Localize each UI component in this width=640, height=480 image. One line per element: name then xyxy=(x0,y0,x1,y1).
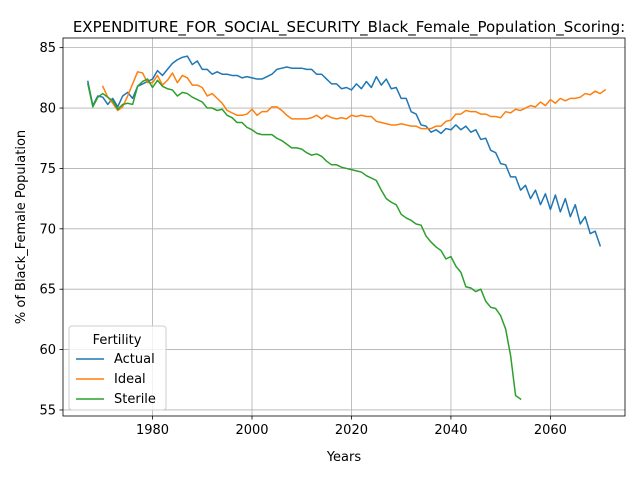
plot-frame xyxy=(62,37,626,417)
y-tick-label: 80 xyxy=(39,102,56,117)
legend-label-ideal: Ideal xyxy=(114,372,146,387)
axis-ticks: 1980 2000 2020 2040 2060 55 60 65 70 75 80 85 xyxy=(39,41,566,438)
series-line-ideal xyxy=(101,71,607,130)
legend-label-actual: Actual xyxy=(114,352,155,367)
y-tick-label: 60 xyxy=(39,343,56,358)
x-tick-label: 2000 xyxy=(235,423,268,438)
series-line-actual xyxy=(86,55,602,247)
legend: Fertility Actual Ideal Sterile xyxy=(68,325,167,411)
x-tick-label: 2060 xyxy=(534,423,567,438)
legend-title: Fertility xyxy=(93,333,142,348)
y-tick-label: 55 xyxy=(39,403,56,418)
y-axis-label: % of Black_Female Population xyxy=(14,130,29,324)
x-tick-label: 2040 xyxy=(434,423,467,438)
x-axis-label: Years xyxy=(326,450,362,465)
series-lines xyxy=(86,55,607,401)
legend-label-sterile: Sterile xyxy=(114,392,156,407)
series-line-sterile xyxy=(86,78,522,401)
y-tick-label: 70 xyxy=(39,222,56,237)
legend-box xyxy=(68,325,167,411)
y-tick-label: 65 xyxy=(39,283,56,298)
x-tick-label: 2020 xyxy=(335,423,368,438)
x-tick-label: 1980 xyxy=(136,423,169,438)
chart-title: EXPENDITURE_FOR_SOCIAL_SECURITY_Black_Fe… xyxy=(73,18,625,37)
y-tick-label: 85 xyxy=(39,41,56,56)
y-tick-label: 75 xyxy=(39,162,56,177)
